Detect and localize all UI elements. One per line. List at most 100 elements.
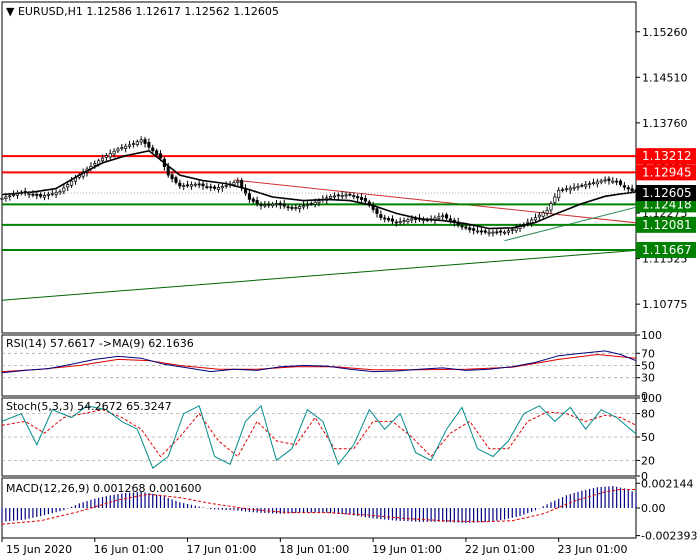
candle-body (263, 204, 267, 207)
x-tick-label: 19 Jun 01:00 (372, 543, 442, 556)
candle-body (213, 186, 217, 189)
candle-body (116, 148, 120, 152)
x-tick-label: 23 Jun 01:00 (558, 543, 628, 556)
trendline (233, 179, 667, 227)
candle-body (618, 180, 623, 185)
candle-body (468, 227, 472, 231)
candle-body (290, 206, 294, 209)
candle-body (506, 230, 510, 233)
candle-body (387, 218, 391, 221)
stoch-label: Stoch(5,3,3) 54.2672 65.3247 (6, 400, 172, 413)
candle-body (549, 203, 553, 211)
candle-body (186, 184, 190, 187)
candle-body (564, 188, 568, 191)
candle-body (131, 143, 135, 145)
candle-body (224, 185, 228, 187)
candle-body (607, 178, 611, 181)
candle-body (220, 186, 224, 189)
candle-body (472, 228, 476, 231)
candle-body (301, 205, 306, 208)
y-tick-label: 1.14510 (642, 71, 688, 84)
candle-body (259, 203, 263, 206)
candle-body (255, 199, 259, 204)
y-tick-label: 30 (641, 372, 655, 385)
candle-body (193, 183, 197, 186)
candle-body (495, 231, 499, 234)
candle-body (445, 214, 449, 219)
candle-body (332, 195, 337, 198)
candle-body (394, 221, 398, 224)
y-tick-label: 20 (641, 454, 655, 467)
candle-body (626, 187, 630, 190)
level-badge-label: 1.11667 (642, 243, 692, 257)
current-price-label: 1.12605 (642, 186, 692, 200)
y-tick-label: 0 (641, 390, 648, 403)
candle-body (124, 145, 128, 149)
candle-body (4, 196, 8, 199)
candle-body (147, 142, 151, 148)
candle-body (158, 153, 163, 159)
moving-average-line (1, 149, 637, 230)
candle-body (375, 208, 379, 214)
candle-body (216, 187, 221, 190)
candle-body (487, 231, 491, 234)
candle-body (356, 196, 360, 199)
candle-body (139, 139, 143, 143)
rsi-line (1, 350, 637, 374)
candle-body (313, 201, 317, 205)
trendline (1, 247, 667, 301)
x-tick-label: 16 Jun 01:00 (94, 543, 164, 556)
candle-body (305, 204, 309, 206)
candle-body (317, 200, 321, 203)
candle-body (240, 180, 244, 188)
y-tick-label: 0 (641, 470, 648, 483)
candle-body (545, 209, 549, 214)
candle-body (402, 220, 406, 222)
y-tick-label: 1.13760 (642, 117, 688, 130)
x-tick-label: 22 Jun 01:00 (465, 543, 535, 556)
candle-body (533, 217, 538, 221)
candle-body (251, 198, 255, 202)
y-tick-label: 50 (641, 431, 655, 444)
candle-body (278, 202, 282, 206)
candle-body (178, 182, 182, 187)
candle-body (151, 147, 155, 152)
y-tick-label: 100 (641, 329, 662, 342)
candle-body (588, 183, 592, 185)
candle-body (363, 198, 367, 202)
rsi-ma-line (1, 353, 637, 373)
candle-body (503, 231, 507, 234)
x-tick-label: 17 Jun 01:00 (187, 543, 257, 556)
candle-body (232, 182, 236, 186)
candle-body (46, 194, 50, 196)
level-badge (636, 148, 696, 165)
collapse-triangle-icon: ▼ (6, 5, 18, 18)
y-tick-label: 70 (641, 347, 655, 360)
candle-body (50, 193, 54, 195)
candle-body (348, 193, 352, 196)
candle-body (35, 193, 39, 196)
candle-body (537, 214, 541, 218)
candle-body (483, 230, 487, 233)
y-tick-label: 1.10775 (642, 298, 688, 311)
candle-body (197, 183, 201, 186)
candle-body (576, 185, 580, 188)
candle-body (464, 226, 468, 229)
candle-body (42, 195, 47, 198)
level-badge-label: 1.12081 (642, 218, 692, 232)
candle-body (271, 203, 275, 206)
candle-body (406, 219, 410, 223)
candle-body (236, 180, 240, 183)
candle-body (560, 189, 565, 191)
candle-body (58, 191, 62, 194)
candle-body (340, 194, 344, 197)
candle-body (128, 144, 132, 147)
macd-label: MACD(12,26,9) 0.001268 0.001600 (6, 482, 202, 495)
candle-body (448, 218, 452, 221)
candle-body (390, 218, 395, 222)
candle-body (62, 187, 66, 192)
candle-body (557, 189, 561, 199)
candle-body (298, 206, 302, 209)
candle-body (595, 181, 599, 185)
candle-body (294, 207, 298, 209)
